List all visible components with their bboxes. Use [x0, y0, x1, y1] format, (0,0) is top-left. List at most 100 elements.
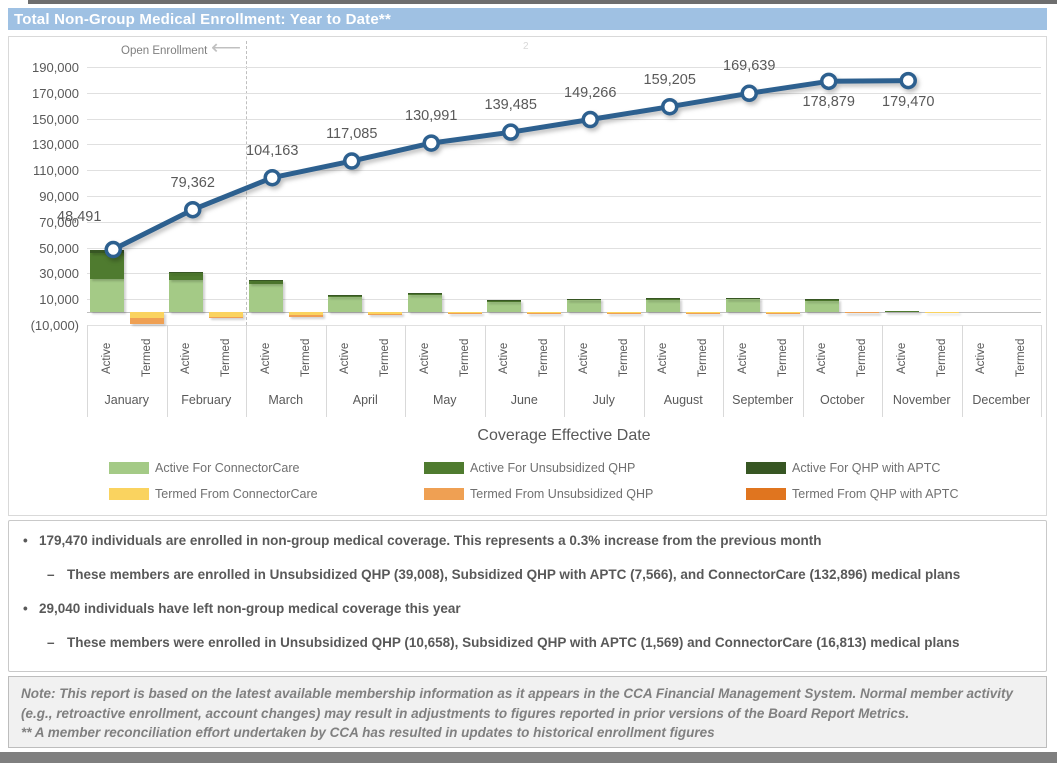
- month-label: February: [181, 393, 232, 407]
- line-marker: [899, 71, 917, 90]
- category-label: Active: [657, 342, 670, 374]
- y-tick-label: 30,000: [39, 266, 79, 282]
- bar-segment: [487, 301, 522, 313]
- bar-segment: [288, 312, 323, 316]
- sub-bullet-item: – These members were enrolled in Unsubsid…: [47, 635, 960, 650]
- bar-segment: [169, 272, 204, 280]
- enrollment-trend-line: [104, 71, 917, 259]
- bar-segment: [209, 316, 244, 318]
- category-label: Active: [816, 342, 829, 374]
- category-label: Termed: [299, 338, 312, 378]
- bar-segment: [328, 297, 363, 313]
- month-label: July: [592, 393, 615, 407]
- legend-item: Active For Unsubsidized QHP: [424, 461, 635, 475]
- data-label: 79,362: [170, 174, 215, 191]
- bullet-item: • 29,040 individuals have left non-group …: [23, 601, 461, 616]
- bar-segment: [725, 298, 760, 300]
- category-label: Active: [180, 342, 193, 374]
- month-divider: [166, 325, 168, 417]
- y-tick-label: 70,000: [39, 214, 79, 230]
- category-label: Termed: [379, 338, 392, 378]
- y-tick-label: 10,000: [39, 292, 79, 308]
- y-tick-label: 110,000: [32, 163, 79, 179]
- category-label: Termed: [458, 338, 471, 378]
- month-divider: [882, 325, 883, 417]
- bar-segment: [606, 312, 641, 314]
- data-label: 104,163: [246, 142, 299, 159]
- month-divider: [802, 325, 804, 417]
- line-marker: [422, 134, 440, 152]
- legend-label: Active For ConnectorCare: [155, 461, 300, 475]
- bar-segment: [447, 312, 482, 314]
- bar-segment: [686, 312, 721, 314]
- legend-label: Active For Unsubsidized QHP: [470, 461, 636, 475]
- month-label: November: [892, 393, 951, 407]
- summary-bullets: • 179,470 individuals are enrolled in non…: [8, 520, 1047, 672]
- page-title: Total Non-Group Medical Enrollment: Year…: [14, 11, 391, 28]
- legend-label: Termed From ConnectorCare: [155, 487, 318, 501]
- bar-segment: [89, 278, 124, 313]
- month-label: December: [972, 393, 1031, 407]
- month-label: March: [268, 393, 304, 407]
- line-marker: [819, 72, 838, 91]
- gridline: [87, 299, 1041, 301]
- category-label: Termed: [140, 338, 153, 378]
- category-label: Active: [736, 342, 749, 374]
- category-label: Termed: [220, 338, 233, 378]
- line-marker: [263, 168, 281, 187]
- bar-segment: [606, 312, 641, 314]
- line-marker: [104, 240, 122, 259]
- bar-segment: [368, 313, 403, 315]
- sub-bullet-item: – These members are enrolled in Unsubsidi…: [47, 567, 960, 582]
- bar-segment: [725, 299, 760, 313]
- bar-segment: [646, 298, 681, 300]
- data-label: 130,991: [405, 108, 458, 125]
- gridline: [87, 144, 1041, 146]
- y-tick-label: 170,000: [32, 85, 79, 101]
- data-label: 139,485: [484, 97, 537, 114]
- line-marker: [581, 110, 599, 129]
- month-divider: [246, 325, 247, 417]
- line-marker: [342, 152, 361, 170]
- category-label: Active: [895, 342, 908, 374]
- top-frame-strip: [28, 0, 1057, 4]
- category-label: Active: [975, 342, 988, 374]
- data-label: 48,491: [57, 208, 102, 225]
- bullet-marker: –: [47, 567, 55, 582]
- bar-segment: [487, 300, 522, 302]
- bar-segment: [805, 300, 840, 313]
- legend-swatch: [109, 462, 149, 474]
- legend-swatch: [424, 488, 464, 500]
- line-marker: [183, 200, 202, 219]
- note-line-2: ** A member reconciliation effort undert…: [21, 725, 715, 741]
- note-box: Note: This report is based on the latest…: [8, 676, 1047, 748]
- gridline: [87, 118, 1041, 120]
- bar-segment: [686, 312, 721, 314]
- gridline: [87, 196, 1041, 197]
- month-divider: [405, 325, 406, 417]
- bullet-item: • 179,470 individuals are enrolled in non…: [23, 533, 822, 548]
- month-label: June: [510, 393, 538, 407]
- bullet-text: 29,040 individuals have left non-group m…: [39, 601, 461, 616]
- month-label: April: [352, 393, 378, 407]
- month-divider: [484, 325, 486, 417]
- data-label: 169,639: [723, 58, 776, 75]
- bar-segment: [328, 295, 363, 298]
- month-divider: [325, 325, 327, 417]
- bar-segment: [527, 312, 562, 314]
- bar-segment: [884, 311, 919, 313]
- y-tick-label: 50,000: [39, 240, 79, 256]
- bar-segment: [447, 313, 482, 315]
- category-label: Active: [259, 342, 272, 374]
- y-tick-label: 150,000: [32, 111, 79, 127]
- bar-segment: [169, 279, 204, 313]
- month-divider: [961, 325, 963, 417]
- month-divider: [1041, 325, 1042, 417]
- category-label: Active: [418, 342, 431, 374]
- bar-segment: [248, 284, 283, 313]
- legend-item: Active For ConnectorCare: [109, 461, 300, 475]
- month-divider: [643, 325, 645, 417]
- bar-segment: [248, 280, 283, 282]
- legend-swatch: [424, 462, 464, 474]
